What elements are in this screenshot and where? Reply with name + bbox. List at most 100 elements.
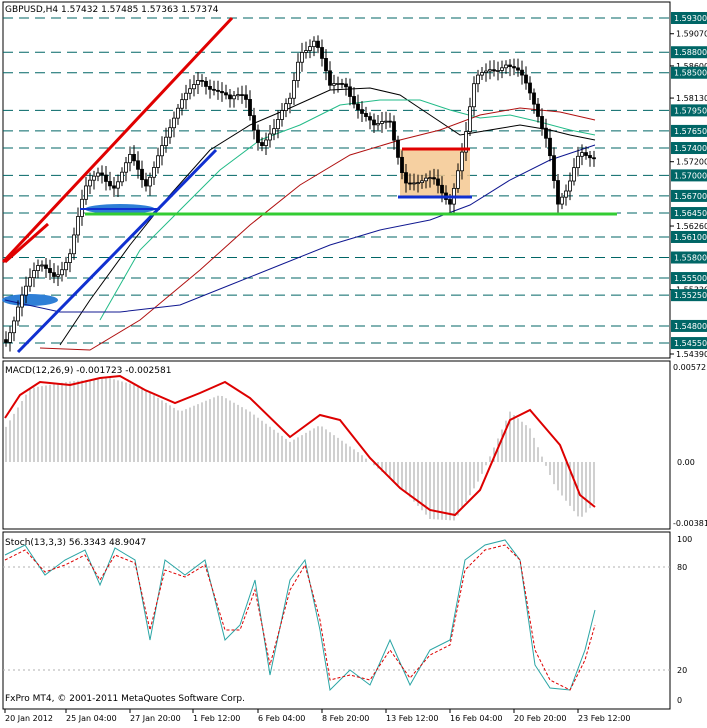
candle-body <box>228 94 232 100</box>
stoch-header: Stoch(13,3,3) 56.3343 48.9047 <box>5 538 146 548</box>
candle-body <box>204 80 208 87</box>
macd-histogram <box>5 378 595 521</box>
candle-body <box>464 131 468 153</box>
candle-body <box>72 234 76 255</box>
price-level-label: 1.56100 <box>674 233 707 242</box>
price-level-tag <box>671 251 707 264</box>
candle-body <box>268 133 272 141</box>
price-tick-label: 1.58130 <box>676 94 707 103</box>
candle-body <box>372 119 376 126</box>
candle-body <box>212 88 216 91</box>
price-level-label: 1.57400 <box>674 144 707 153</box>
moving-average-long <box>4 144 596 313</box>
candle-body <box>284 103 288 111</box>
candle-body <box>108 181 112 187</box>
price-level-tag <box>671 12 707 24</box>
candle-body <box>376 123 380 126</box>
price-level-tag <box>671 169 707 182</box>
left-trend-segment[interactable] <box>4 222 49 264</box>
candle-body <box>564 190 568 198</box>
candle-body <box>4 339 8 343</box>
price-level-tag <box>671 207 707 220</box>
candle-body <box>52 272 56 277</box>
stoch-pane-frame <box>2 531 671 710</box>
candle-body <box>384 120 388 123</box>
candle-body <box>460 151 464 172</box>
macd-tick-zero: 0.00 <box>677 458 695 467</box>
uptrend-channel-top[interactable] <box>1 16 234 264</box>
candle-body <box>136 160 140 170</box>
uptrend-line-blue[interactable] <box>16 148 218 354</box>
candle-body <box>232 95 236 100</box>
stoch-tick-100: 100 <box>677 535 692 544</box>
candle-body <box>472 83 476 108</box>
candle-body <box>104 174 108 182</box>
price-level-tag <box>671 289 707 302</box>
candle-body <box>524 74 528 84</box>
candle-body <box>116 181 120 189</box>
candle-body <box>588 155 592 159</box>
price-level-tag <box>671 46 707 59</box>
highlight-ellipse[interactable] <box>2 294 58 306</box>
price-level-label: 1.57000 <box>674 171 707 180</box>
candle-body <box>324 58 328 72</box>
candle-body <box>48 268 52 274</box>
candle-body <box>508 64 512 67</box>
candle-body <box>568 180 572 192</box>
price-level-tag <box>671 142 707 155</box>
candle-body <box>16 306 20 322</box>
price-level-label: 1.56450 <box>674 209 707 218</box>
candle-body <box>420 180 424 184</box>
price-level-label: 1.57950 <box>674 106 707 115</box>
candle-body <box>388 120 392 123</box>
candle-body <box>164 136 168 147</box>
candle-body <box>504 64 508 69</box>
candle-body <box>468 106 472 133</box>
candle-body <box>396 139 400 158</box>
candle-body <box>316 40 320 48</box>
macd-tick-top: 0.00572 <box>673 363 706 372</box>
candle-body <box>148 176 152 187</box>
time-label: 8 Feb 20:00 <box>322 714 369 723</box>
candle-body <box>432 177 436 180</box>
price-level-tag <box>671 337 707 350</box>
macd-tick-bottom: -0.00381 <box>673 519 707 528</box>
candle-body <box>56 274 60 277</box>
candle-body <box>312 40 316 48</box>
candle-body <box>352 96 356 105</box>
candle-body <box>336 83 340 85</box>
candle-body <box>500 67 504 71</box>
candle-body <box>532 92 536 105</box>
price-level-label: 1.55250 <box>674 291 707 300</box>
candle-body <box>516 67 520 71</box>
candle-body <box>112 185 116 189</box>
candle-body <box>404 172 408 184</box>
candle-body <box>172 117 176 129</box>
candle-body <box>32 270 36 279</box>
candle-body <box>344 83 348 88</box>
candle-body <box>496 70 500 72</box>
candle-body <box>288 97 292 105</box>
candle-body <box>68 253 72 263</box>
macd-pane: MACD(12,26,9) -0.001723 -0.002581 0.0057… <box>2 360 707 530</box>
candle-body <box>64 262 68 271</box>
candle-body <box>380 121 384 124</box>
time-label: 13 Feb 12:00 <box>386 714 438 723</box>
candle-body <box>292 80 296 99</box>
time-label: 20 Feb 20:00 <box>514 714 566 723</box>
main-header: GBPUSD,H4 1.57432 1.57485 1.57363 1.5737… <box>5 5 219 15</box>
price-tick-label: 1.54390 <box>676 350 707 359</box>
candle-body <box>80 198 84 217</box>
candle-body <box>260 142 264 146</box>
candle-body <box>272 128 276 135</box>
candle-body <box>332 83 336 86</box>
price-level-label: 1.57650 <box>674 127 707 136</box>
candle-body <box>196 80 200 85</box>
candle-body <box>412 182 416 185</box>
candle-body <box>360 109 364 114</box>
candle-body <box>12 320 16 334</box>
candle-body <box>240 94 244 96</box>
candle-body <box>488 69 492 72</box>
